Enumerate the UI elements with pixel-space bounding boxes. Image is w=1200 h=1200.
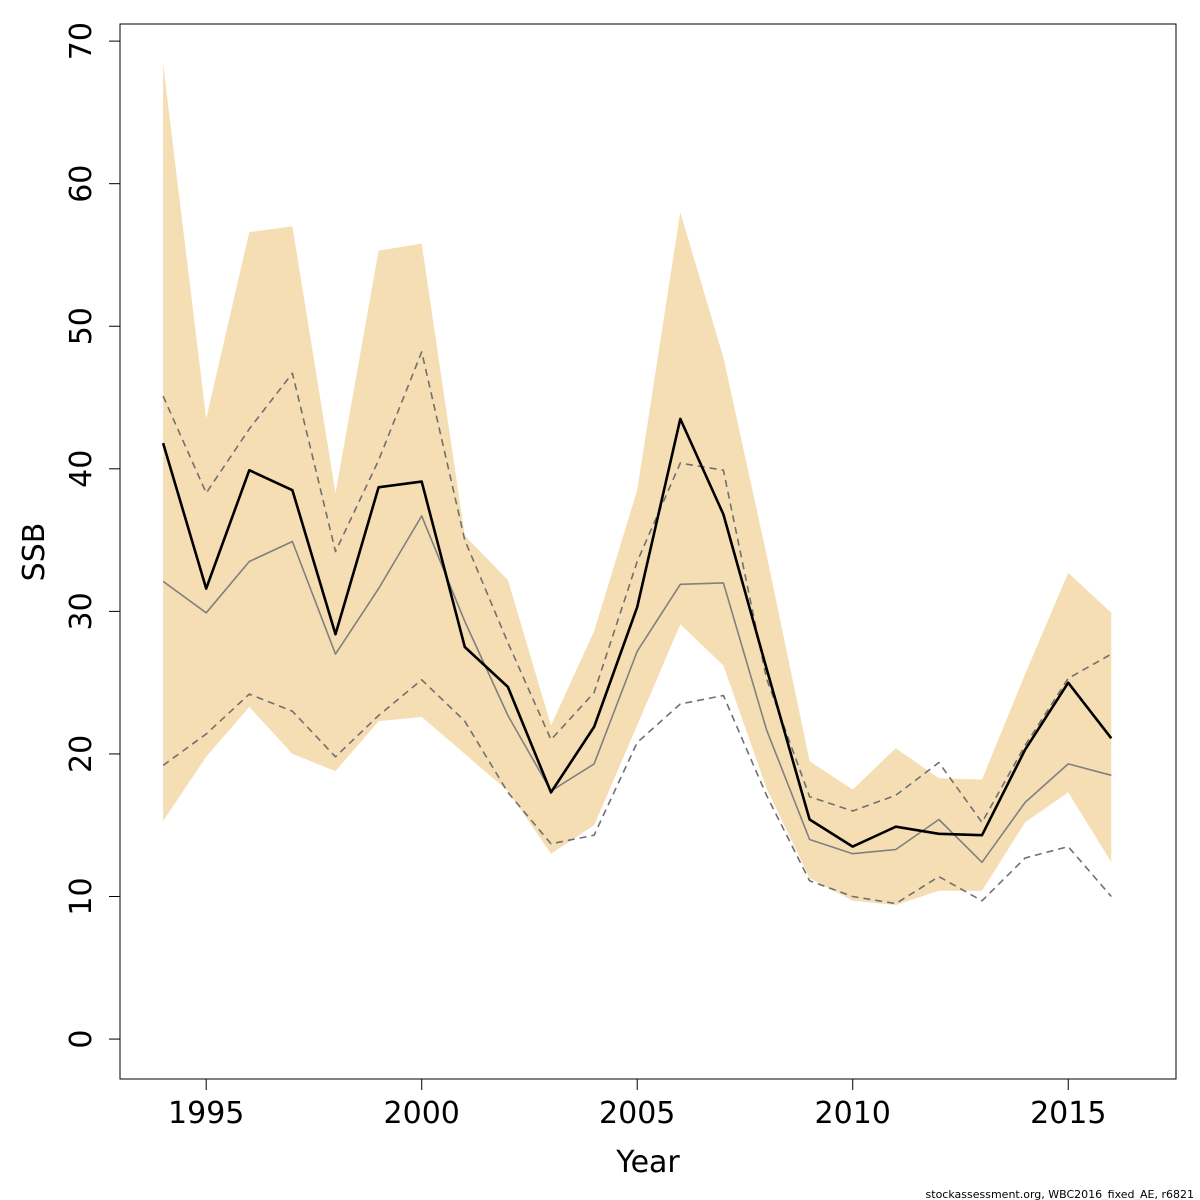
y-tick-label-10: 10 <box>64 877 99 915</box>
x-tick-label-2005: 2005 <box>599 1096 675 1131</box>
y-tick-label-60: 60 <box>64 165 99 203</box>
y-tick-label-70: 70 <box>64 22 99 60</box>
confidence-band-layer <box>163 63 1112 906</box>
x-axis-title: Year <box>615 1145 680 1180</box>
x-axis: 1995 2000 2005 2010 2015 <box>168 1078 1106 1131</box>
y-tick-label-0: 0 <box>64 1030 99 1049</box>
y-tick-label-30: 30 <box>64 592 99 630</box>
y-tick-label-20: 20 <box>64 735 99 773</box>
x-tick-label-2010: 2010 <box>815 1096 891 1131</box>
dashed-bound-line-3 <box>162 678 1112 905</box>
x-tick-label-2000: 2000 <box>384 1096 460 1131</box>
y-axis: 0 10 20 30 40 50 60 70 <box>64 22 121 1049</box>
y-tick-label-40: 40 <box>64 450 99 488</box>
x-tick-label-1995: 1995 <box>168 1096 244 1131</box>
footer-credit: stockassessment.org, WBC2016_fixed_AE, r… <box>926 1188 1194 1200</box>
y-tick-label-50: 50 <box>64 307 99 345</box>
y-axis-title: SSB <box>17 523 52 582</box>
confidence-band <box>163 63 1112 906</box>
x-tick-label-2015: 2015 <box>1030 1096 1106 1131</box>
estimate-line <box>161 417 1113 848</box>
dashed-bound-line-2 <box>162 351 1112 824</box>
series-layer <box>161 351 1113 905</box>
